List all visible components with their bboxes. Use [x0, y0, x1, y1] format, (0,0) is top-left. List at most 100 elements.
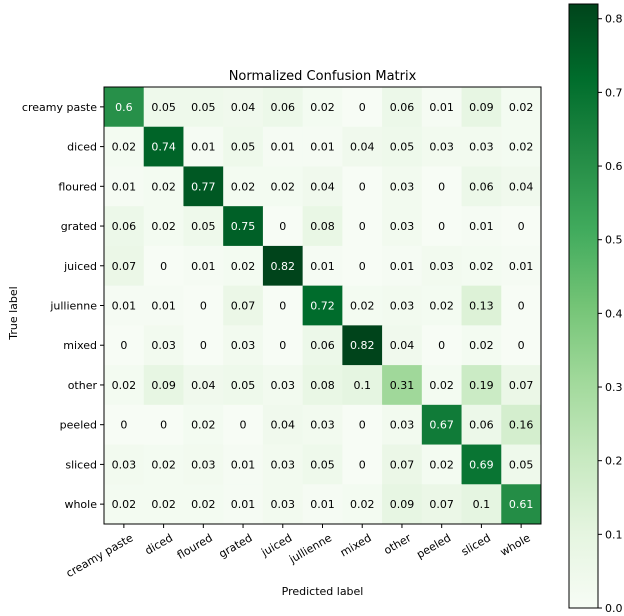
heatmap-cell: [302, 404, 343, 446]
y-tick-label: sliced: [65, 458, 97, 471]
cell-value-label: 0.01: [191, 141, 216, 154]
cell-value-label: 0.06: [112, 220, 137, 233]
heatmap-cell: [223, 444, 264, 485]
heatmap-cell: [183, 245, 224, 287]
x-tick-label: sliced: [459, 531, 493, 558]
y-tick-label: other: [68, 379, 98, 392]
y-axis-ticks: creamy paste diced floured grated juiced jull…: [22, 101, 104, 511]
cell-value-label: 0.03: [390, 180, 415, 193]
colorbar-tick-label: 0.6: [605, 160, 623, 173]
heatmap-cell: [223, 87, 264, 128]
y-tick-label: whole: [64, 498, 97, 511]
cell-value-label: 0: [518, 300, 525, 313]
cell-value-label: 0.69: [469, 458, 494, 471]
heatmap-cell: [104, 126, 145, 167]
heatmap-cell: [421, 325, 463, 366]
heatmap-cell: [382, 126, 423, 167]
heatmap-cell: [223, 325, 264, 366]
heatmap-cell: [143, 325, 184, 366]
heatmap-cell: [302, 126, 343, 167]
cell-value-label: 0.03: [271, 379, 296, 392]
cell-value-label: 0.05: [390, 141, 415, 154]
cell-value-label: 0.07: [390, 458, 415, 471]
heatmap-cell: [342, 206, 383, 247]
heatmap-cell: [461, 365, 502, 406]
cell-value-label: 0.02: [429, 379, 454, 392]
y-tick-label: jullienne: [49, 300, 97, 313]
heatmap-cell: [183, 87, 224, 128]
cell-value-label: 0.05: [310, 458, 335, 471]
heatmap-cell: [183, 206, 224, 247]
heatmap-cell: [421, 285, 463, 326]
cell-value-label: 0.03: [469, 141, 494, 154]
colorbar-tick-label: 0.0: [605, 602, 623, 615]
heatmap-cell: [262, 206, 304, 247]
x-tick-label: creamy paste: [64, 531, 136, 580]
y-tick-label: peeled: [60, 419, 97, 432]
heatmap-cell: [382, 365, 423, 406]
cell-value-label: 0.02: [469, 339, 494, 352]
cell-value-label: 0.01: [112, 300, 137, 313]
cell-value-label: 0.09: [151, 379, 176, 392]
heatmap-cell: [501, 404, 542, 446]
heatmap-cell: [143, 87, 184, 128]
cell-value-label: 0.03: [231, 339, 256, 352]
x-tick-label: mixed: [338, 531, 374, 559]
cell-value-label: 0.1: [473, 498, 491, 511]
cell-value-label: 0.03: [429, 141, 454, 154]
colorbar-tick-label: 0.2: [605, 455, 623, 468]
heatmap-cell: [143, 245, 184, 287]
heatmap-cell: [223, 206, 264, 247]
heatmap-cell: [262, 87, 304, 128]
heatmap-cell: [382, 404, 423, 446]
y-tick-label: creamy paste: [22, 101, 97, 114]
cell-value-label: 0: [279, 220, 286, 233]
cell-value-label: 0: [359, 458, 366, 471]
x-tick-label: diced: [143, 531, 175, 557]
heatmap-cell: [461, 484, 502, 525]
heatmap-cell: [223, 484, 264, 525]
cell-value-label: 0.03: [271, 458, 296, 471]
cell-value-label: 0.02: [509, 141, 534, 154]
cell-value-label: 0.01: [112, 180, 137, 193]
cell-value-label: 0.19: [469, 379, 494, 392]
cell-value-label: 0.01: [310, 498, 335, 511]
cell-value-label: 0.02: [151, 458, 176, 471]
heatmap-cell: [302, 365, 343, 406]
cell-value-label: 0: [438, 339, 445, 352]
cell-value-label: 0.6: [115, 101, 133, 114]
heatmap-cell: [342, 484, 383, 525]
heatmap-cell: [421, 126, 463, 167]
cell-value-label: 0.02: [350, 498, 375, 511]
chart-title: Normalized Confusion Matrix: [229, 69, 417, 84]
heatmap-cell: [104, 206, 145, 247]
heatmap-cell: [461, 206, 502, 247]
heatmap-cell: [501, 126, 542, 167]
heatmap-cell: [421, 245, 463, 287]
heatmap-cell: [143, 126, 184, 167]
cell-value-label: 0.67: [429, 419, 454, 432]
heatmap-cell: [342, 444, 383, 485]
heatmap-cell: [382, 87, 423, 128]
cell-value-label: 0.02: [429, 300, 454, 313]
cell-value-label: 0.03: [429, 260, 454, 273]
cell-value-label: 0.02: [231, 180, 256, 193]
heatmap-cells: 0.6 0.05 0.05 0.04 0.06 0.02 0 0.06 0.01 0.09 0.02…: [104, 87, 542, 525]
cell-value-label: 0.02: [112, 141, 137, 154]
heatmap-cell: [104, 245, 145, 287]
cell-value-label: 0: [359, 419, 366, 432]
heatmap-cell: [223, 404, 264, 446]
heatmap-cell: [421, 484, 463, 525]
heatmap-cell: [143, 166, 184, 207]
heatmap-cell: [421, 444, 463, 485]
cell-value-label: 0.82: [350, 339, 375, 352]
heatmap-cell: [342, 245, 383, 287]
heatmap-cell: [143, 444, 184, 485]
heatmap-cell: [143, 404, 184, 446]
cell-value-label: 0: [359, 220, 366, 233]
cell-value-label: 0: [120, 339, 127, 352]
cell-value-label: 0: [438, 180, 445, 193]
heatmap-cell: [342, 87, 383, 128]
heatmap-cell: [223, 365, 264, 406]
cell-value-label: 0: [200, 339, 207, 352]
